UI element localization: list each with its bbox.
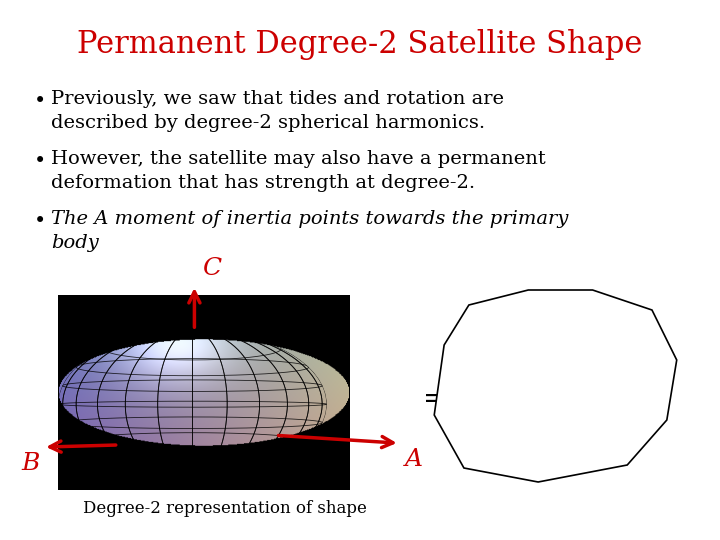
Text: A: A xyxy=(405,448,423,471)
Ellipse shape xyxy=(142,376,243,432)
Ellipse shape xyxy=(119,363,266,445)
Ellipse shape xyxy=(95,350,290,458)
Ellipse shape xyxy=(172,393,212,415)
Ellipse shape xyxy=(125,367,260,441)
Ellipse shape xyxy=(139,375,246,434)
Text: C: C xyxy=(202,257,222,280)
Text: •: • xyxy=(33,212,45,231)
Text: Previously, we saw that tides and rotation are
described by degree-2 spherical h: Previously, we saw that tides and rotati… xyxy=(51,90,504,132)
Text: However, the satellite may also have a permanent
deformation that has strength a: However, the satellite may also have a p… xyxy=(51,150,546,192)
Ellipse shape xyxy=(145,378,240,430)
Ellipse shape xyxy=(81,343,303,465)
Ellipse shape xyxy=(58,330,327,478)
Ellipse shape xyxy=(189,402,196,406)
Ellipse shape xyxy=(99,352,287,456)
Ellipse shape xyxy=(135,373,250,436)
Ellipse shape xyxy=(176,395,210,414)
Ellipse shape xyxy=(71,338,313,471)
Ellipse shape xyxy=(89,347,297,462)
Ellipse shape xyxy=(102,354,283,454)
Text: B: B xyxy=(22,452,40,475)
Text: =: = xyxy=(423,387,446,414)
Ellipse shape xyxy=(105,356,280,453)
Ellipse shape xyxy=(122,365,263,443)
Ellipse shape xyxy=(91,349,293,460)
Ellipse shape xyxy=(156,384,230,424)
Ellipse shape xyxy=(115,362,270,447)
Ellipse shape xyxy=(61,332,323,476)
Text: •: • xyxy=(33,92,45,111)
Ellipse shape xyxy=(75,339,310,469)
Text: The A moment of inertia points towards the primary
body: The A moment of inertia points towards t… xyxy=(51,210,569,252)
Text: Degree-2 representation of shape: Degree-2 representation of shape xyxy=(83,500,366,517)
Ellipse shape xyxy=(179,397,206,411)
Text: Permanent Degree-2 Satellite Shape: Permanent Degree-2 Satellite Shape xyxy=(77,30,643,60)
Ellipse shape xyxy=(109,358,276,450)
Ellipse shape xyxy=(169,392,216,417)
Bar xyxy=(58,295,350,490)
Ellipse shape xyxy=(68,336,317,472)
Ellipse shape xyxy=(132,371,253,437)
Ellipse shape xyxy=(112,360,273,449)
Text: •: • xyxy=(33,152,45,171)
Ellipse shape xyxy=(159,386,226,423)
Polygon shape xyxy=(434,290,677,482)
Ellipse shape xyxy=(162,388,222,421)
Ellipse shape xyxy=(85,345,300,463)
Ellipse shape xyxy=(78,341,307,467)
Ellipse shape xyxy=(182,399,202,410)
Ellipse shape xyxy=(149,380,236,428)
Ellipse shape xyxy=(152,382,233,427)
Ellipse shape xyxy=(186,401,199,408)
Ellipse shape xyxy=(166,389,220,419)
Ellipse shape xyxy=(129,369,256,440)
Ellipse shape xyxy=(65,334,320,475)
